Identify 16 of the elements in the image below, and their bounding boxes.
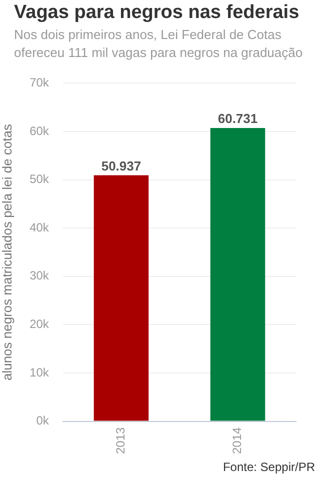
x-tick-label: 2013 [114, 426, 128, 454]
y-tick-label: 20k [30, 317, 50, 332]
y-tick-label: 60k [30, 124, 50, 138]
y-tick-label: 0k [36, 414, 50, 428]
y-tick-label: 40k [30, 220, 50, 234]
y-tick-label: 30k [30, 268, 50, 283]
data-label: 60.731 [218, 111, 258, 126]
y-axis-title: alunos negros matriculados pela lei de cotas [0, 123, 14, 381]
y-tick-label: 70k [30, 76, 50, 90]
data-label: 50.937 [101, 158, 142, 174]
y-tick-label: 50k [30, 172, 50, 186]
source-note: Fonte: Seppir/PR [222, 460, 316, 474]
y-tick-label: 10k [30, 365, 50, 380]
chart-subtitle: Nos dois primeiros anos, Lei Federal de Cotas ofereceu 111 mil vagas para negros na graduação [14, 26, 304, 62]
x-tick-label: 2014 [230, 426, 244, 454]
chart-title: Vagas para negros nas federais [14, 2, 300, 24]
